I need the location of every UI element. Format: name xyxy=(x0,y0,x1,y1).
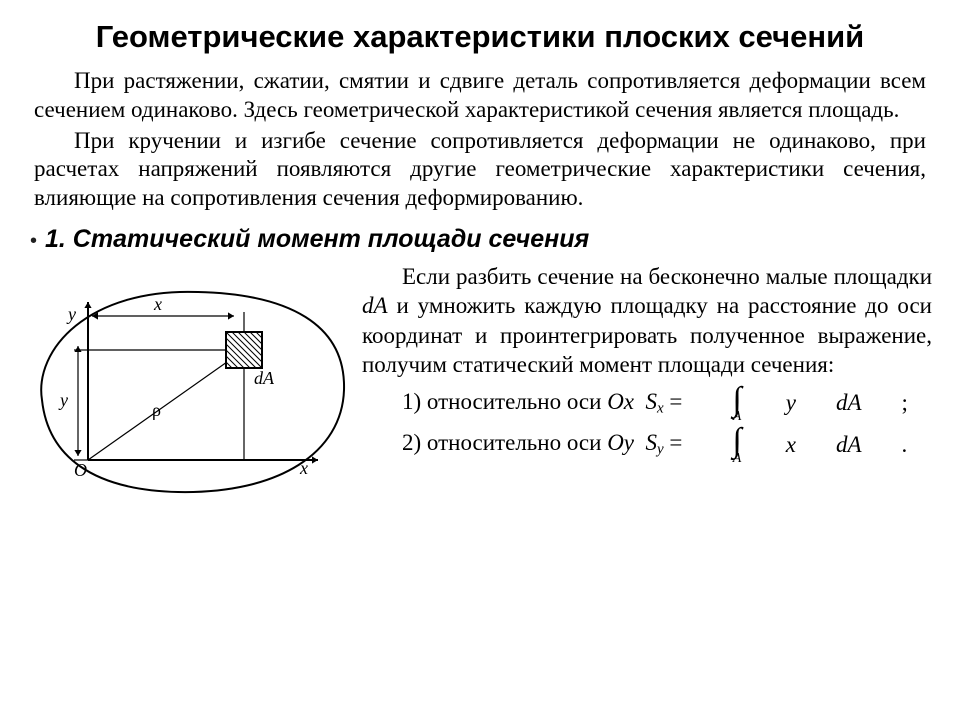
section-diagram: Ox y x y ρ dA xyxy=(28,280,348,500)
svg-text:y: y xyxy=(66,304,76,324)
section-1-heading: 1. Статический момент площади сечения xyxy=(45,225,589,254)
integral-icon: ∫ A xyxy=(692,386,741,424)
paragraph-1: При растяжении, сжатии, смятии и сдвиге … xyxy=(34,67,926,125)
svg-text:O: O xyxy=(74,460,87,480)
formula-2: 2) относительно оси Oy Sy = ∫ A x dA. xyxy=(362,425,932,463)
bullet-icon: • xyxy=(30,231,37,251)
svg-text:x: x xyxy=(153,294,162,314)
intro-text-block: При растяжении, сжатии, смятии и сдвиге … xyxy=(34,67,926,213)
svg-text:ρ: ρ xyxy=(152,400,161,420)
svg-text:dA: dA xyxy=(254,368,275,388)
paragraph-3: Если разбить сечение на бесконечно малые… xyxy=(362,262,932,380)
page-title: Геометрические характеристики плоских се… xyxy=(84,18,876,55)
integral-icon: ∫ A xyxy=(692,427,741,465)
svg-text:x: x xyxy=(299,458,308,478)
formula-1: 1) относительно оси Ox Sx = ∫ A y dA; xyxy=(362,384,932,422)
svg-text:y: y xyxy=(58,390,68,410)
paragraph-2: При кручении и изгибе сечение сопротивля… xyxy=(34,127,926,213)
definition-text-block: Если разбить сечение на бесконечно малые… xyxy=(358,262,932,467)
